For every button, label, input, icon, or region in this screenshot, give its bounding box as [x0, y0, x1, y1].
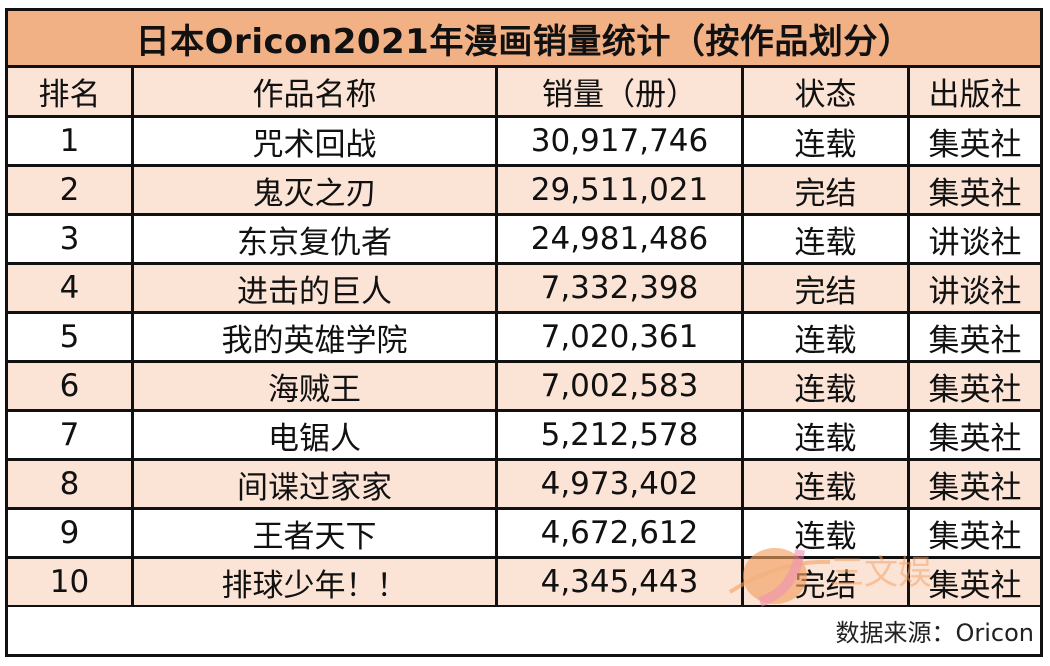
- column-header-rank: 排名: [8, 68, 134, 115]
- column-header-status: 状态: [744, 68, 910, 115]
- status-cell: 连载: [744, 216, 910, 262]
- rank-cell: 7: [8, 412, 134, 458]
- publisher-cell: 集英社: [928, 420, 1022, 457]
- table-row: 7 电锯人 5,212,578 连载 集英社: [8, 412, 1040, 461]
- table-row: 10 排球少年！！ 4,345,443 完结 集英社: [8, 559, 1040, 608]
- rank-cell: 5: [8, 314, 134, 360]
- sales-cell: 7,332,398: [498, 265, 744, 311]
- title-cell: 王者天下: [134, 510, 498, 556]
- data-source-note: 数据来源：Oricon: [8, 607, 1040, 654]
- column-header-sales: 销量（册）: [498, 68, 744, 115]
- column-header-title: 作品名称: [134, 68, 498, 115]
- publisher-cell: 集英社: [928, 175, 1022, 212]
- publisher-cell: 集英社: [928, 371, 1022, 408]
- sales-cell: 4,672,612: [498, 510, 744, 556]
- rank-cell: 1: [8, 118, 134, 164]
- table-title: 日本Oricon2021年漫画销量统计（按作品划分）: [8, 11, 1040, 68]
- table-row: 4 进击的巨人 7,332,398 完结 讲谈社: [8, 265, 1040, 314]
- sales-cell: 5,212,578: [498, 412, 744, 458]
- publisher-cell: 集英社: [928, 518, 1022, 555]
- title-cell: 进击的巨人: [134, 265, 498, 311]
- table-row: 8 间谍过家家 4,973,402 连载 集英社: [8, 461, 1040, 510]
- sales-cell: 30,917,746: [498, 118, 744, 164]
- table-row: 1 咒术回战 30,917,746 连载 集英社: [8, 118, 1040, 167]
- rank-cell: 10: [8, 559, 134, 605]
- rank-cell: 3: [8, 216, 134, 262]
- table-header-row: 排名 作品名称 销量（册） 状态 出版社: [8, 68, 1040, 118]
- table-row: 6 海贼王 7,002,583 连载 集英社: [8, 363, 1040, 412]
- publisher-cell: 集英社: [928, 567, 1022, 604]
- sales-cell: 24,981,486: [498, 216, 744, 262]
- status-cell: 连载: [744, 461, 910, 507]
- status-cell: 完结: [744, 265, 910, 311]
- status-cell: 连载: [744, 412, 910, 458]
- publisher-cell: 集英社: [928, 469, 1022, 506]
- rank-cell: 6: [8, 363, 134, 409]
- rank-cell: 9: [8, 510, 134, 556]
- sales-cell: 4,973,402: [498, 461, 744, 507]
- sales-cell: 29,511,021: [498, 167, 744, 213]
- table-row: 3 东京复仇者 24,981,486 连载 讲谈社: [8, 216, 1040, 265]
- publisher-cell: 讲谈社: [928, 224, 1022, 261]
- title-cell: 间谍过家家: [134, 461, 498, 507]
- status-cell: 连载: [744, 314, 910, 360]
- title-cell: 我的英雄学院: [134, 314, 498, 360]
- status-cell: 连载: [744, 363, 910, 409]
- title-cell: 电锯人: [134, 412, 498, 458]
- rank-cell: 8: [8, 461, 134, 507]
- title-cell: 海贼王: [134, 363, 498, 409]
- title-cell: 咒术回战: [134, 118, 498, 164]
- title-cell: 排球少年！！: [134, 559, 498, 605]
- rank-cell: 4: [8, 265, 134, 311]
- status-cell: 连载: [744, 118, 910, 164]
- sales-cell: 7,020,361: [498, 314, 744, 360]
- sales-cell: 4,345,443: [498, 559, 744, 605]
- status-cell: 完结: [744, 167, 910, 213]
- title-cell: 东京复仇者: [134, 216, 498, 262]
- title-cell: 鬼灭之刃: [134, 167, 498, 213]
- status-cell: 连载: [744, 510, 910, 556]
- column-header-publisher: 出版社: [928, 77, 1022, 113]
- table-row: 5 我的英雄学院 7,020,361 连载 集英社: [8, 314, 1040, 363]
- table-row: 9 王者天下 4,672,612 连载 集英社: [8, 510, 1040, 559]
- publisher-cell: 集英社: [928, 126, 1022, 163]
- sales-cell: 7,002,583: [498, 363, 744, 409]
- rank-cell: 2: [8, 167, 134, 213]
- sales-table: 日本Oricon2021年漫画销量统计（按作品划分） 排名 作品名称 销量（册）…: [5, 8, 1043, 657]
- status-cell: 完结: [744, 559, 910, 605]
- publisher-cell: 讲谈社: [928, 273, 1022, 310]
- source-text: 数据来源：Oricon: [835, 619, 1034, 647]
- publisher-cell: 集英社: [928, 322, 1022, 359]
- table-row: 2 鬼灭之刃 29,511,021 完结 集英社: [8, 167, 1040, 216]
